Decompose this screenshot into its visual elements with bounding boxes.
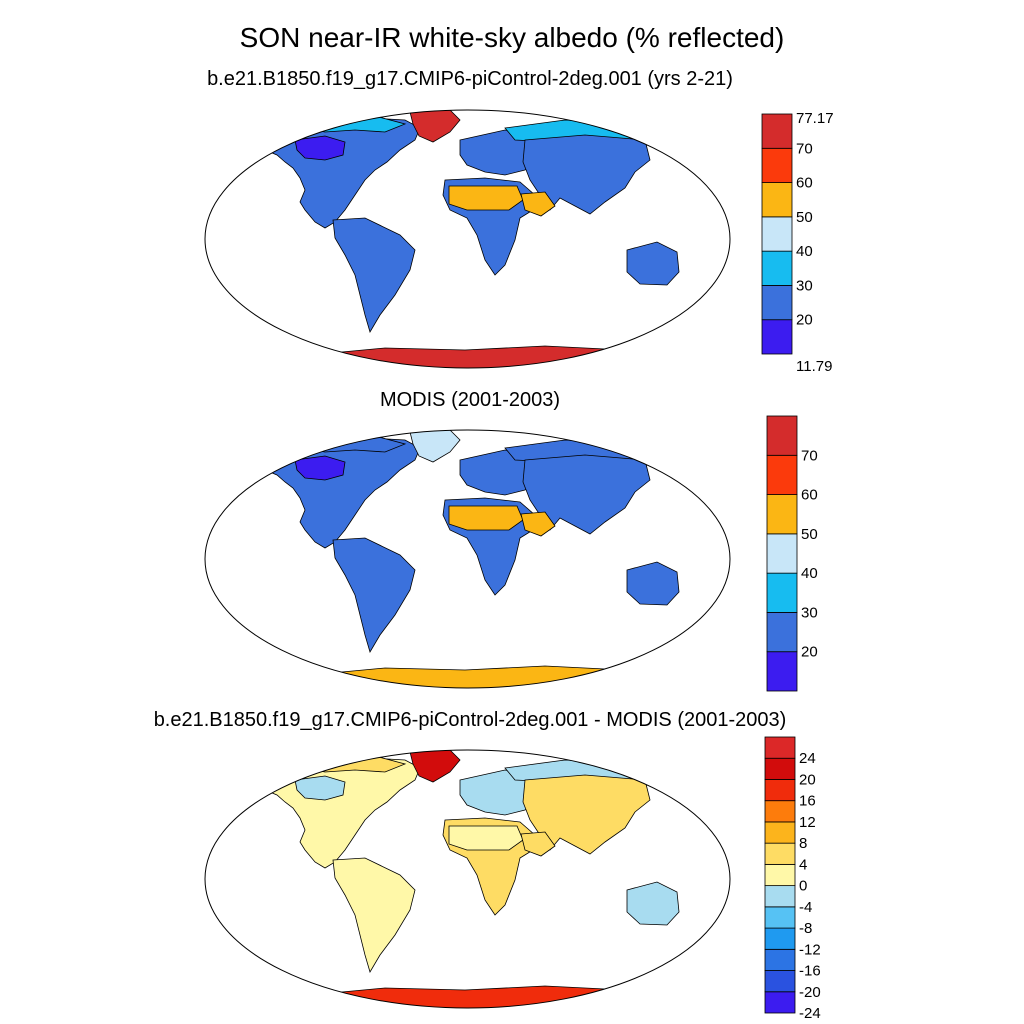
colorbar-swatch — [766, 454, 798, 495]
colorbar-tick-label: -4 — [799, 899, 812, 916]
colorbar-swatch — [764, 757, 796, 780]
colorbar-swatch — [764, 906, 796, 929]
colorbar-tick-label: 60 — [801, 487, 818, 504]
colorbar-tick-label: -20 — [799, 984, 821, 1001]
colorbar-swatch — [764, 927, 796, 950]
region-asia — [522, 454, 651, 535]
colorbar-swatch — [761, 113, 793, 149]
colorbar-swatch — [766, 533, 798, 574]
panel-2-title: MODIS (2001-2003) — [379, 389, 561, 411]
colorbar-swatch — [761, 250, 793, 286]
region-hudson — [294, 135, 346, 161]
colorbar-tick-label: 20 — [796, 312, 813, 329]
colorbar-tick-label: 30 — [796, 277, 813, 294]
region-south-america — [332, 217, 416, 333]
colorbar-tick-label: 70 — [801, 447, 818, 464]
figure-title: SON near-IR white-sky albedo (% reflecte… — [239, 22, 785, 53]
panel-2-map — [204, 429, 731, 689]
region-greenland — [409, 430, 461, 463]
colorbar-swatch — [764, 842, 796, 865]
colorbar-tick-label: 12 — [799, 814, 816, 831]
colorbar-swatch — [766, 612, 798, 653]
region-arabia — [520, 511, 556, 537]
colorbar-tick-label: -8 — [799, 920, 812, 937]
colorbar-swatch — [764, 800, 796, 823]
colorbar-swatch — [764, 991, 796, 1014]
colorbar-tick-label: 30 — [801, 604, 818, 621]
colorbar-tick-label: 11.79 — [796, 358, 832, 375]
region-greenland — [409, 750, 461, 783]
colorbar-swatch — [766, 651, 798, 692]
panel-3-title: b.e21.B1850.f19_g17.CMIP6-piControl-2deg… — [153, 709, 787, 731]
colorbar-tick-label: 24 — [799, 750, 816, 767]
colorbar-swatch — [764, 821, 796, 844]
region-asia — [522, 134, 651, 215]
region-hudson — [294, 455, 346, 481]
colorbar-swatch — [761, 285, 793, 321]
colorbar-tick-label: 8 — [799, 835, 807, 852]
colorbar-swatch — [761, 319, 793, 355]
map-border — [204, 749, 731, 1009]
region-sahara — [448, 185, 524, 211]
panel-2-colorbar: 20 30 40 50 60 70 — [766, 415, 818, 692]
colorbar-tick-label: -16 — [799, 963, 821, 980]
colorbar-tick-label: 50 — [801, 526, 818, 543]
colorbar-swatch — [761, 216, 793, 252]
colorbar-swatch — [764, 885, 796, 908]
colorbar-tick-label: 4 — [799, 856, 807, 873]
colorbar-swatch — [764, 863, 796, 887]
colorbar-swatch — [764, 736, 796, 759]
region-arabia — [520, 831, 556, 857]
region-australia — [626, 241, 680, 286]
colorbar-swatch — [766, 572, 798, 613]
region-sahara — [448, 825, 524, 851]
colorbar-swatch — [766, 415, 798, 456]
region-hudson — [294, 775, 346, 801]
panel-1-map — [204, 109, 731, 369]
map-border — [204, 109, 731, 369]
map-border — [204, 429, 731, 689]
colorbar-tick-label: 70 — [796, 140, 813, 157]
colorbar-tick-label: 20 — [799, 771, 816, 788]
region-arabia — [520, 191, 556, 217]
colorbar-tick-label: 77.17 — [796, 110, 834, 127]
colorbar-swatch — [761, 182, 793, 218]
colorbar-swatch — [764, 970, 796, 993]
colorbar-tick-label: 40 — [796, 243, 813, 260]
panel-1-colorbar: 11.79 20 30 40 50 60 70 77.17 — [761, 110, 834, 375]
colorbar-swatch — [764, 948, 796, 971]
colorbar-tick-label: 60 — [796, 175, 813, 192]
region-australia — [626, 561, 680, 606]
panel-3-map — [204, 749, 731, 1009]
region-south-america — [332, 857, 416, 973]
colorbar-tick-label: 50 — [796, 209, 813, 226]
colorbar-tick-label: -24 — [799, 1005, 821, 1022]
region-sahara — [448, 505, 524, 531]
colorbar-tick-label: 20 — [801, 644, 818, 661]
colorbar-tick-label: -12 — [799, 941, 821, 958]
region-south-america — [332, 537, 416, 653]
colorbar-tick-label: 16 — [799, 793, 816, 810]
region-asia — [522, 774, 651, 855]
colorbar-tick-label: 40 — [801, 565, 818, 582]
colorbar-tick-label: 0 — [799, 878, 807, 895]
colorbar-swatch — [761, 147, 793, 183]
panel-3-colorbar: -24 -20 -16 -12 -8 -4 0 4 8 12 16 20 24 — [764, 736, 821, 1022]
colorbar-swatch — [766, 494, 798, 535]
region-greenland — [409, 110, 461, 143]
region-australia — [626, 881, 680, 926]
colorbar-swatch — [764, 779, 796, 802]
panel-1-title: b.e21.B1850.f19_g17.CMIP6-piControl-2deg… — [207, 68, 733, 90]
